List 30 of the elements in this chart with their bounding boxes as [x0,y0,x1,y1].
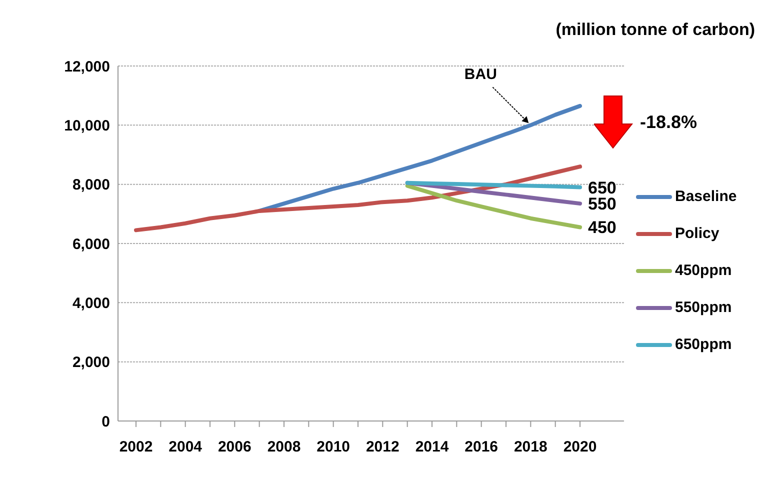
x-tick-label: 2002 [119,438,153,456]
legend-label: 550ppm [675,299,732,316]
legend-label: 450ppm [675,262,732,279]
x-tick-label: 2004 [168,438,203,456]
x-tick-label: 2010 [316,438,350,456]
annotation: 550 [588,194,616,214]
x-tick-label: 2020 [563,438,597,456]
y-tick-label: 2,000 [72,354,110,372]
line-series [405,184,582,230]
x-tick-label: 2006 [218,438,252,456]
legend-label: Baseline [675,188,737,205]
y-tick-label: 8,000 [72,176,110,194]
y-tick-label: 4,000 [72,294,110,312]
y-tick-label: 0 [102,413,110,430]
y-tick-label: 6,000 [72,236,110,253]
legend-label: Policy [675,225,720,242]
annotation: BAU [464,66,497,84]
legend-label: 650ppm [675,336,732,353]
y-tick-label: 10,000 [64,117,110,134]
x-tick-label: 2014 [415,438,450,456]
annotation: 650 [588,178,616,198]
line-series [134,164,582,232]
x-tick-label: 2012 [366,438,400,456]
annotation: 450 [588,218,616,238]
x-tick-label: 2016 [464,438,498,456]
y-axis-title: (million tonne of carbon) [556,20,755,40]
x-tick-label: 2008 [267,438,301,456]
y-tick-label: 12,000 [64,58,110,76]
x-tick-label: 2018 [514,438,548,456]
text: -18.8% [640,112,698,133]
